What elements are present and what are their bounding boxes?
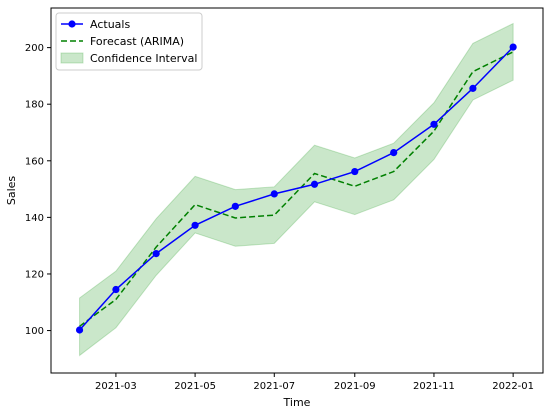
plot-frame (50, 7, 544, 374)
actuals-point (112, 285, 120, 294)
actuals-point (430, 120, 438, 128)
actuals-point (75, 326, 84, 334)
actuals-point (509, 43, 517, 51)
actuals-point (231, 202, 239, 210)
y-tick-label: 160 (25, 156, 44, 167)
y-tick-label: 120 (25, 269, 44, 280)
x-tick-label: 2022-01 (492, 381, 534, 392)
x-tick-label: 2021-07 (253, 381, 295, 392)
actuals-point (270, 190, 278, 198)
actuals-point (351, 167, 359, 176)
x-tick-label: 2021-11 (413, 381, 455, 392)
legend-ci-swatch (60, 52, 84, 64)
legend-actuals-marker (68, 20, 76, 28)
legend-box (55, 12, 203, 71)
legend-actuals-label: Actuals (90, 18, 130, 31)
actuals-point (469, 84, 477, 92)
actuals-point (152, 250, 160, 258)
y-axis-label: Sales (5, 176, 18, 206)
actuals-line (79, 46, 514, 331)
y-tick-label: 180 (25, 100, 44, 111)
actuals-point (310, 180, 319, 188)
y-tick-label: 140 (25, 213, 44, 224)
forecast-line (79, 51, 514, 327)
y-tick-label: 100 (25, 326, 44, 337)
x-axis-label: Time (283, 396, 311, 409)
x-tick-label: 2021-05 (174, 381, 216, 392)
confidence-interval-band (79, 22, 514, 357)
actuals-point (191, 221, 199, 229)
legend-forecast-label: Forecast (ARIMA) (90, 35, 184, 48)
x-tick-label: 2021-03 (95, 381, 137, 392)
x-tick-label: 2021-09 (334, 381, 376, 392)
actuals-point (390, 148, 398, 157)
legend-ci-label: Confidence Interval (90, 52, 197, 65)
y-tick-label: 200 (25, 43, 44, 54)
